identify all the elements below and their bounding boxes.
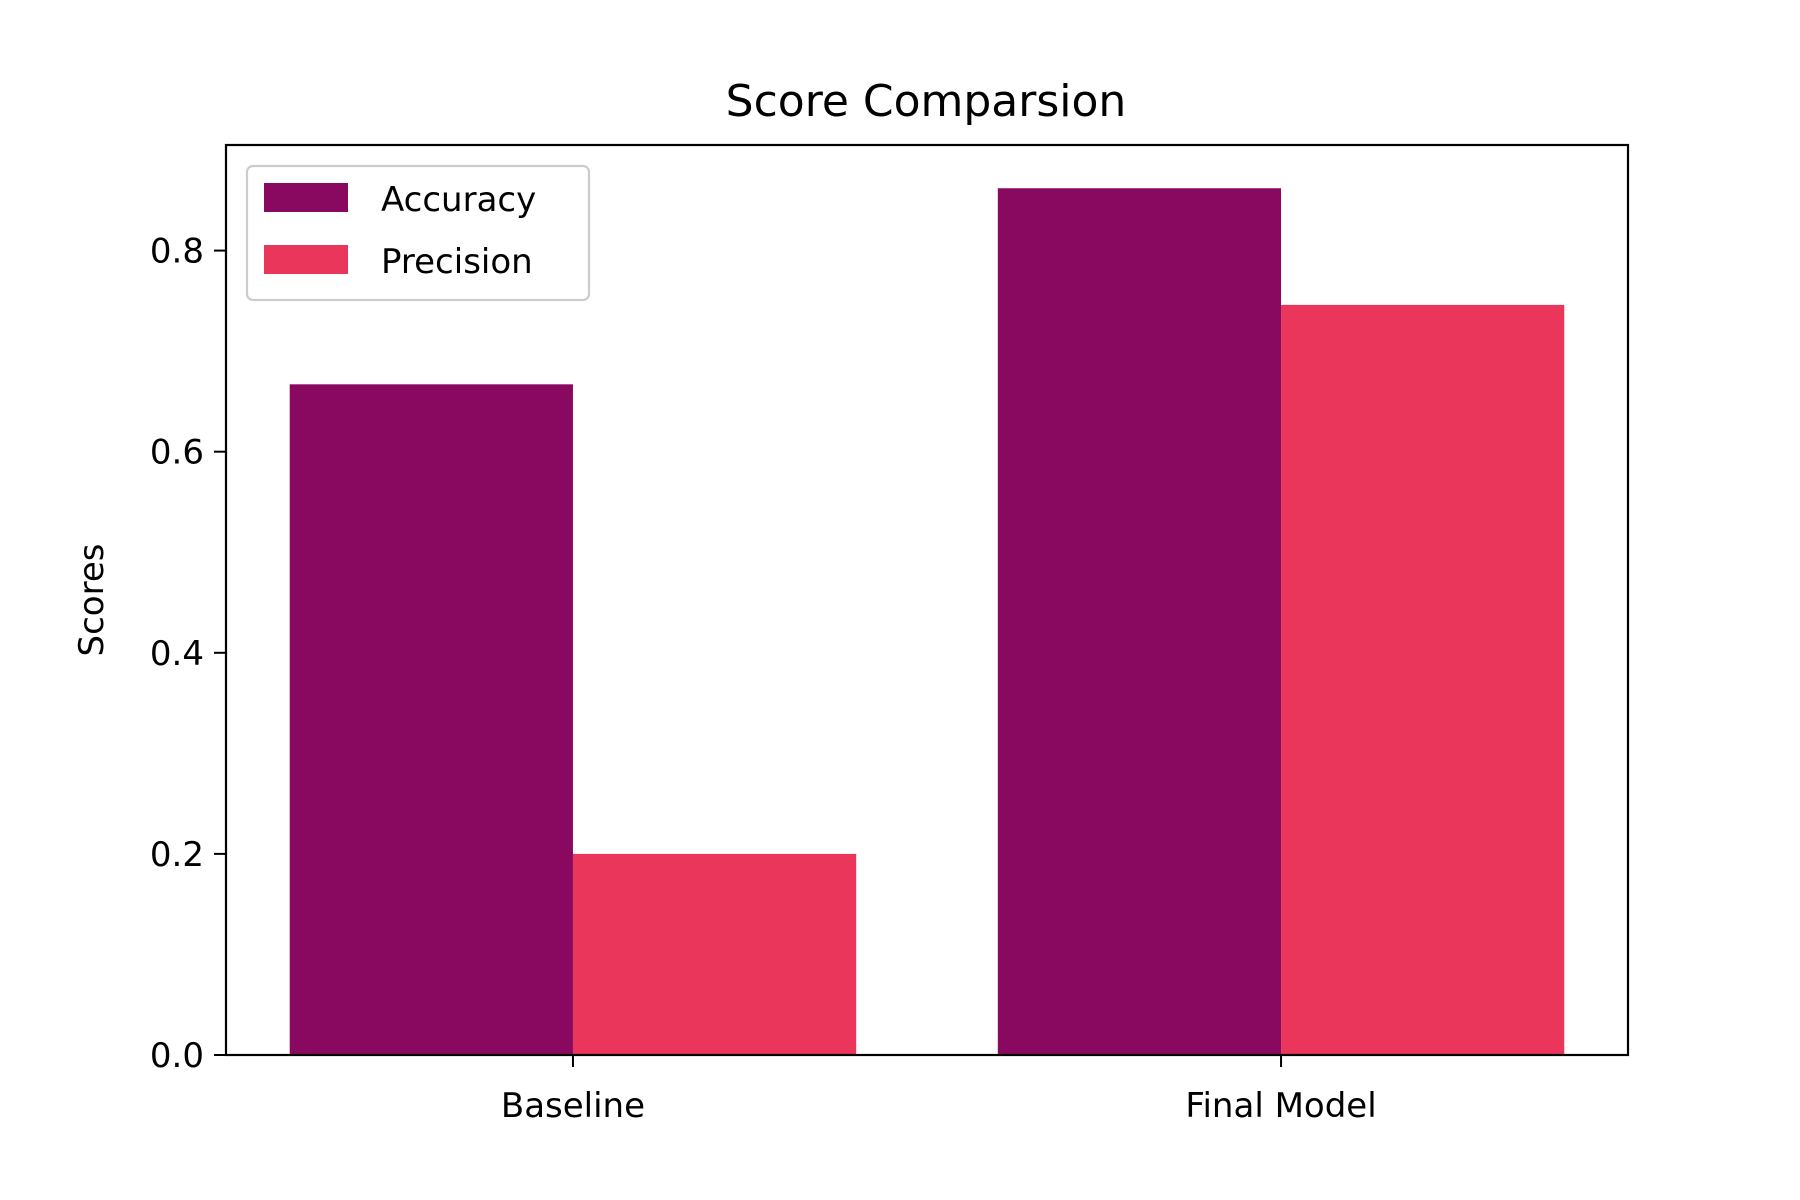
legend-swatch-accuracy bbox=[264, 183, 348, 212]
bar-accuracy-baseline bbox=[289, 384, 573, 1055]
legend-label-precision: Precision bbox=[381, 242, 533, 282]
x-tick-label-final-model: Final Model bbox=[1185, 1086, 1376, 1126]
y-axis: 0.0 0.2 0.4 0.6 0.8 bbox=[150, 232, 226, 1076]
legend: Accuracy Precision bbox=[245, 164, 591, 302]
y-tick-label: 0.6 bbox=[150, 433, 204, 473]
y-tick-label: 0.8 bbox=[150, 232, 204, 272]
plot-area-frame bbox=[224, 143, 1630, 1057]
bars-group bbox=[289, 188, 1565, 1056]
x-tick-label-baseline: Baseline bbox=[501, 1086, 645, 1126]
legend-label-accuracy: Accuracy bbox=[381, 180, 536, 220]
bar-accuracy-final-model bbox=[997, 188, 1282, 1056]
y-axis-label: Scores bbox=[72, 544, 112, 657]
legend-swatch-precision bbox=[264, 245, 348, 274]
y-tick-label: 0.4 bbox=[150, 634, 204, 674]
y-tick-label: 0.2 bbox=[150, 835, 204, 875]
y-tick-label: 0.0 bbox=[150, 1036, 204, 1076]
chart-title: Score Comparsion bbox=[726, 76, 1127, 127]
bar-precision-final-model bbox=[1281, 304, 1565, 1056]
x-axis: Baseline Final Model bbox=[501, 1055, 1377, 1126]
bar-precision-baseline bbox=[572, 853, 857, 1055]
